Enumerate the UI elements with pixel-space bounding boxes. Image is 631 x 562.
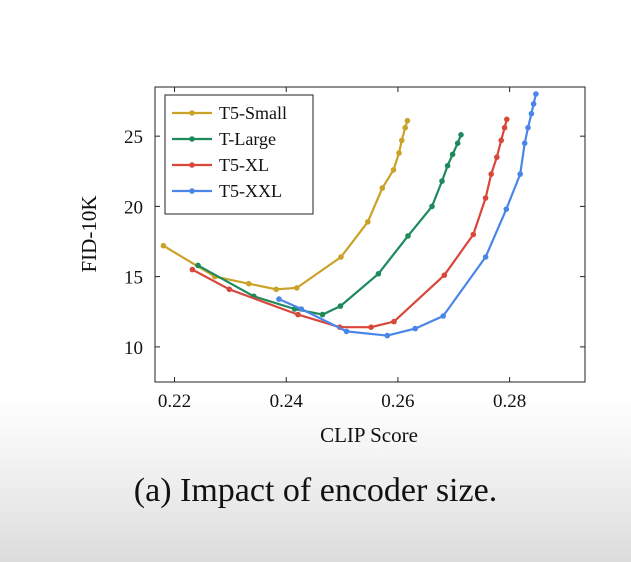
data-point — [273, 286, 280, 293]
legend-box — [164, 94, 314, 215]
data-point — [533, 91, 539, 97]
data-point — [454, 140, 461, 146]
data-point — [530, 101, 537, 107]
series-3 — [276, 91, 539, 339]
data-point — [368, 324, 374, 331]
series-0 — [160, 117, 411, 293]
legend-entry: T5-XXL — [172, 181, 282, 201]
data-point — [439, 178, 445, 184]
data-point — [319, 311, 326, 318]
y-tick-label: 15 — [124, 268, 143, 289]
data-point — [384, 332, 391, 339]
data-point — [503, 206, 510, 212]
data-point — [399, 137, 405, 144]
legend-label: T-Large — [219, 129, 276, 149]
legend-entry: T5-XL — [172, 155, 269, 175]
legend-swatch-marker — [189, 110, 195, 116]
y-tick-label: 20 — [124, 197, 143, 218]
data-point — [337, 303, 344, 309]
data-point — [494, 154, 500, 160]
legend-label: T5-XL — [219, 155, 269, 175]
data-point — [365, 219, 371, 225]
x-tick-label: 0.24 — [270, 391, 304, 412]
data-point — [488, 171, 495, 177]
x-tick-label: 0.22 — [158, 391, 191, 412]
data-point — [444, 162, 451, 169]
data-point — [338, 254, 344, 260]
data-point — [501, 124, 508, 131]
data-point — [195, 262, 201, 269]
series-line — [278, 93, 537, 337]
series-1 — [195, 132, 464, 318]
data-point — [441, 272, 448, 279]
data-point — [412, 325, 419, 332]
data-point — [504, 116, 510, 123]
legend-entry: T5-Small — [172, 103, 287, 123]
data-point — [379, 185, 386, 191]
data-point — [343, 328, 350, 335]
data-point — [449, 151, 456, 158]
legend-swatch-marker — [189, 136, 195, 142]
data-point — [458, 132, 464, 138]
data-point — [226, 286, 233, 293]
axis-ticks: 0.22 0.24 0.26 0.28 10 15 20 25 — [124, 87, 585, 412]
data-point — [402, 124, 409, 131]
data-point — [294, 285, 300, 291]
data-point — [498, 137, 505, 144]
data-point — [391, 318, 397, 325]
series-layer — [160, 91, 539, 339]
data-point — [482, 195, 489, 201]
data-point — [298, 306, 305, 312]
data-point — [189, 266, 196, 273]
data-point — [375, 271, 382, 277]
legend-label: T5-XXL — [219, 181, 282, 201]
data-point — [404, 117, 411, 124]
data-point — [295, 311, 301, 318]
data-point — [405, 233, 411, 239]
y-tick-label: 25 — [124, 127, 143, 148]
legend-entry: T-Large — [172, 129, 276, 149]
data-point — [396, 150, 402, 156]
y-tick-label: 10 — [124, 338, 143, 359]
data-point — [440, 313, 447, 319]
data-point — [160, 242, 167, 249]
series-line — [191, 119, 508, 329]
data-point — [517, 171, 523, 177]
legend: T5-Small T-Large T5-XL T5-XXL — [164, 94, 314, 215]
x-tick-label: 0.26 — [381, 391, 414, 412]
legend-label: T5-Small — [219, 103, 287, 123]
data-point — [429, 203, 435, 210]
data-point — [482, 254, 489, 260]
data-point — [246, 280, 252, 287]
figure-caption: (a) Impact of encoder size. — [133, 472, 498, 509]
legend-swatch-marker — [189, 188, 195, 194]
data-point — [528, 110, 535, 117]
x-axis-label: CLIP Score — [320, 423, 418, 447]
x-tick-label: 0.28 — [493, 391, 526, 412]
data-point — [390, 167, 397, 173]
plot-frame — [154, 86, 586, 383]
data-point — [276, 296, 282, 302]
data-point — [525, 124, 531, 131]
legend-swatch-marker — [189, 162, 195, 168]
y-axis-label: FID-10K — [77, 196, 101, 273]
legend-items: T5-Small T-Large T5-XL T5-XXL — [172, 103, 287, 201]
data-point — [470, 231, 477, 238]
data-point — [521, 140, 528, 146]
